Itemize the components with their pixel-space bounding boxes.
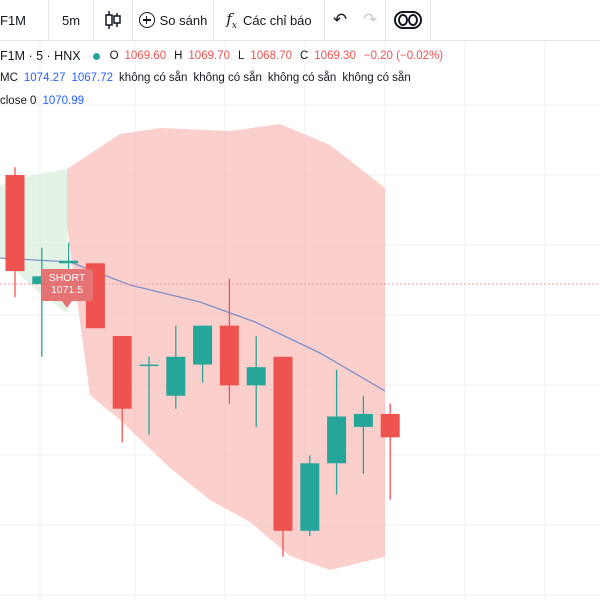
indicator-1-na: không có sẵn xyxy=(342,72,411,84)
change-value: −0.20 (−0.02%) xyxy=(363,50,444,62)
price-chart[interactable] xyxy=(0,41,600,600)
plus-circle-icon xyxy=(138,12,155,28)
legend-indicator-2[interactable]: close 0 1070.99 xyxy=(0,95,84,107)
short-position-tag[interactable]: SHORT 1071.5 xyxy=(41,269,93,308)
indicator-1-na: không có sẵn xyxy=(267,72,337,84)
compare-label: So sánh xyxy=(159,12,208,28)
low-label: L xyxy=(237,50,245,62)
close-value: 1069.30 xyxy=(314,50,356,62)
indicator-2-value: 1070.99 xyxy=(42,95,85,107)
symbol-title: F1M · 5 · HNX xyxy=(0,49,81,63)
interval-label: 5m xyxy=(61,12,81,28)
candle-up xyxy=(166,356,186,396)
toolbar-divider xyxy=(213,0,214,40)
toolbar-divider xyxy=(48,0,49,40)
candles-icon xyxy=(105,11,121,29)
toggle-icon xyxy=(394,11,422,29)
legend-main: F1M · 5 · HNX O 1069.60 H 1069.70 L 1068.70… xyxy=(0,49,445,63)
open-value: 1069.60 xyxy=(124,50,167,62)
indicator-1-value-1: 1074.27 xyxy=(23,72,66,84)
market-status-icon xyxy=(92,52,100,60)
candle-up xyxy=(139,364,159,367)
toolbar-divider xyxy=(430,0,431,40)
undo-icon: ↶ xyxy=(332,10,348,29)
candle-up xyxy=(300,463,320,531)
top-toolbar: F1M 5m So sánh fx Các chỉ báo ↶ ↷ xyxy=(0,0,600,41)
short-tag-price: 1071.5 xyxy=(50,284,84,296)
redo-icon: ↷ xyxy=(362,10,378,29)
toggle-button[interactable] xyxy=(386,0,430,40)
indicator-2-name: close 0 xyxy=(0,95,37,107)
candle-up xyxy=(193,325,213,365)
close-label: C xyxy=(299,50,309,62)
toolbar-divider xyxy=(93,0,94,40)
open-label: O xyxy=(109,50,119,62)
interval-button[interactable]: 5m xyxy=(49,0,93,40)
low-value: 1068.70 xyxy=(250,50,292,62)
candle-down xyxy=(112,336,132,409)
indicator-1-name: MC xyxy=(0,72,18,84)
symbol-label: F1M xyxy=(0,12,26,28)
candle-up xyxy=(246,367,266,386)
candle-down xyxy=(5,175,25,272)
chart-pane[interactable]: F1M · 5 · HNX O 1069.60 H 1069.70 L 1068.70… xyxy=(0,41,600,600)
high-label: H xyxy=(174,50,183,62)
toolbar-divider xyxy=(324,0,325,40)
indicator-1-na: không có sẵn xyxy=(193,72,262,84)
symbol-button[interactable]: F1M xyxy=(0,0,48,40)
indicators-label: Các chỉ báo xyxy=(242,12,312,28)
legend-indicator-1[interactable]: MC 1074.27 1067.72 không có sẵn không có… xyxy=(0,72,411,84)
candle-down xyxy=(219,325,239,386)
high-value: 1069.70 xyxy=(188,50,230,62)
fx-icon: fx xyxy=(226,9,237,31)
candle-down xyxy=(273,356,293,531)
candle-up xyxy=(327,416,347,464)
chart-type-button[interactable] xyxy=(94,0,132,40)
undo-button[interactable]: ↶ xyxy=(325,0,355,40)
short-tag-label: SHORT xyxy=(48,272,86,284)
indicator-1-na: không có sẵn xyxy=(119,72,188,84)
redo-button[interactable]: ↷ xyxy=(355,0,385,40)
toolbar-divider xyxy=(132,0,133,40)
toolbar-divider xyxy=(385,0,386,40)
candle-up xyxy=(59,260,79,264)
compare-button[interactable]: So sánh xyxy=(133,0,213,40)
indicators-button[interactable]: fx Các chỉ báo xyxy=(214,0,324,40)
candle-up xyxy=(353,413,373,427)
indicator-1-value-2: 1067.72 xyxy=(71,72,114,84)
candle-down xyxy=(380,413,400,438)
